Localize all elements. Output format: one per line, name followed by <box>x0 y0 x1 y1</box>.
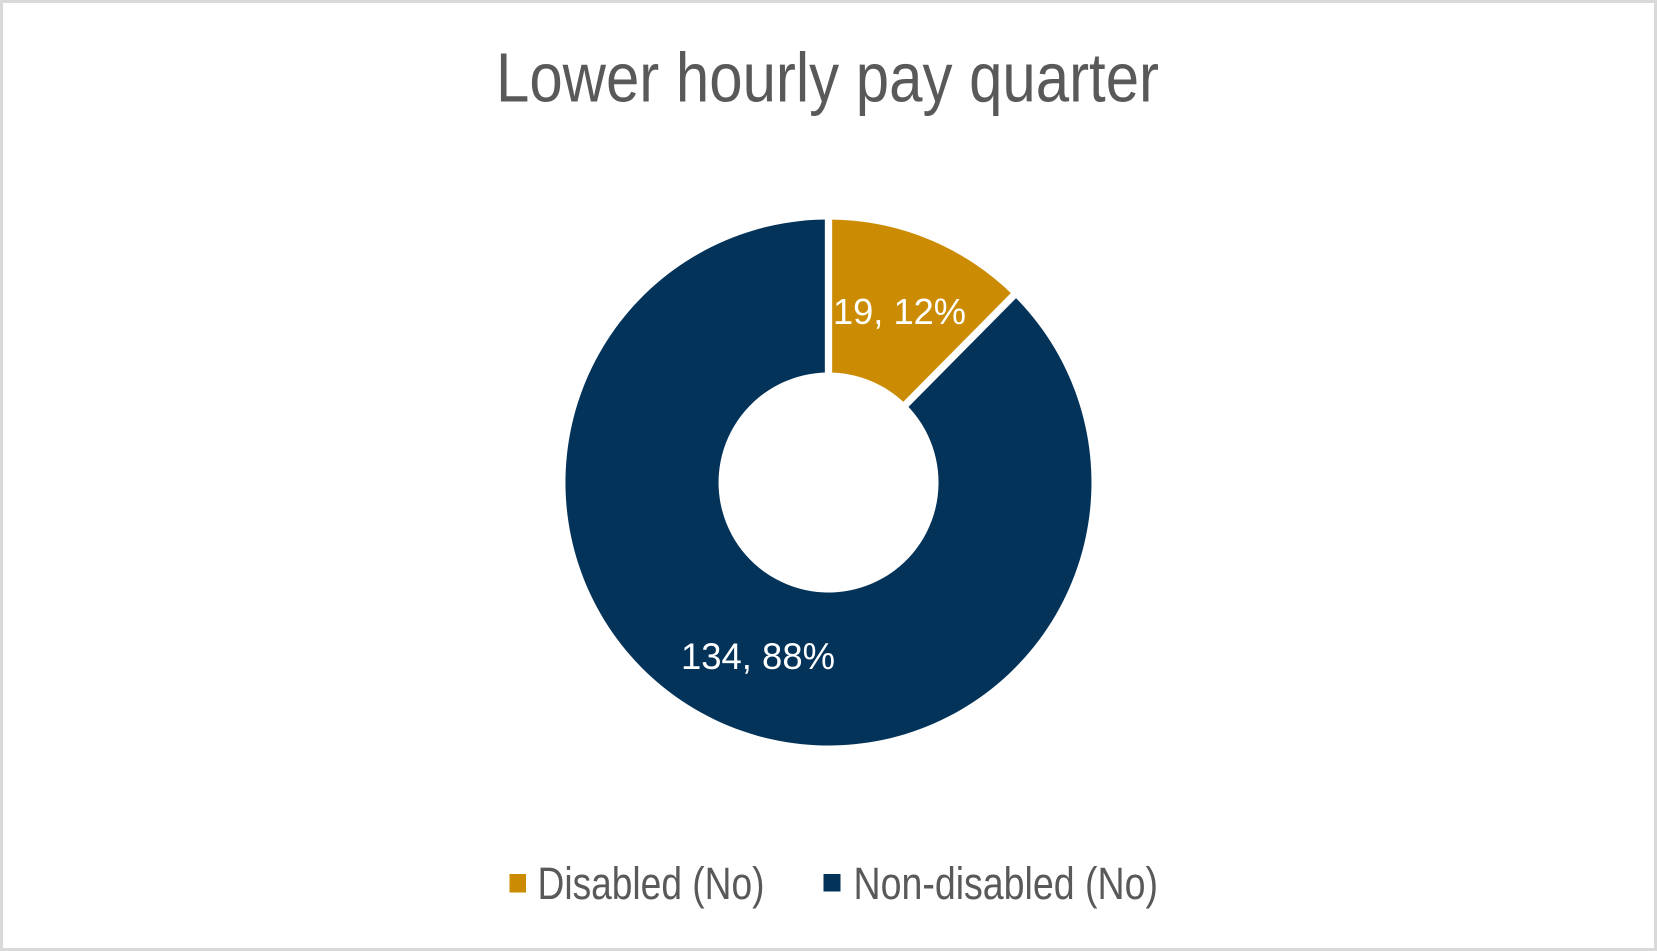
svg-text:Non-disabled (No): Non-disabled (No) <box>854 858 1159 909</box>
svg-text:Lower hourly pay quarter: Lower hourly pay quarter <box>496 39 1159 117</box>
svg-text:Disabled (No): Disabled (No) <box>538 858 765 909</box>
svg-text:19, 12%: 19, 12% <box>833 291 966 332</box>
svg-text:134, 88%: 134, 88% <box>681 635 835 677</box>
